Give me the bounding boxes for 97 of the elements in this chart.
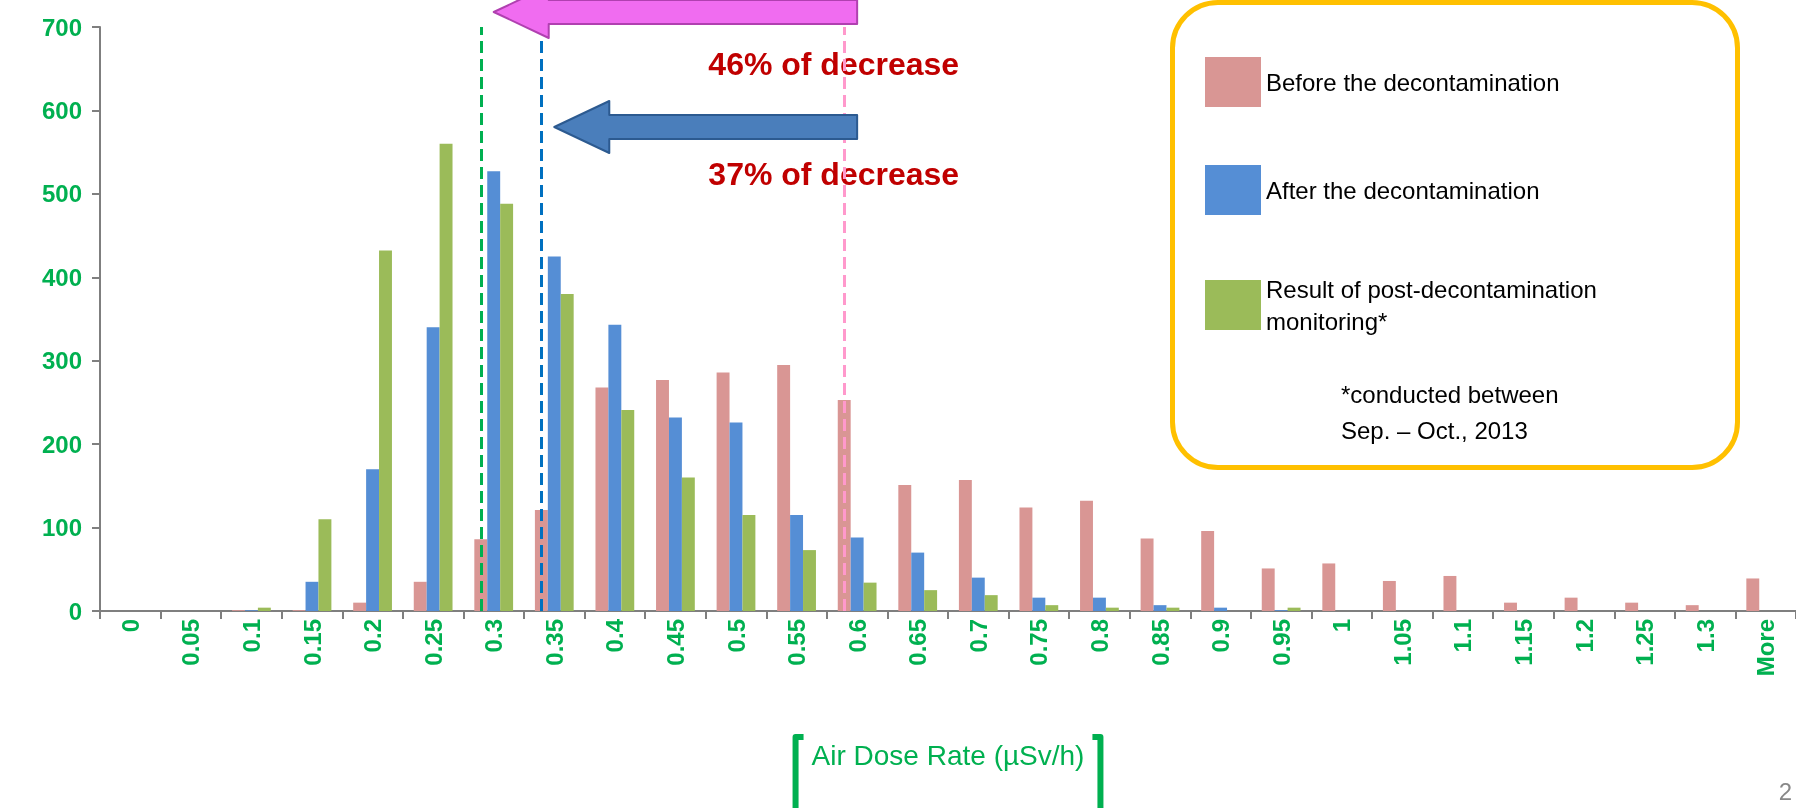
bar <box>487 171 501 611</box>
x-tick-label: 0.05 <box>177 619 205 666</box>
bar <box>958 480 972 611</box>
bar <box>1685 605 1699 611</box>
bar <box>1625 602 1639 611</box>
bar <box>560 293 574 611</box>
legend-label: Before the decontamination <box>1266 68 1560 96</box>
y-tick-label: 600 <box>41 96 82 124</box>
x-tick-label: 0.65 <box>904 619 932 666</box>
x-tick-label: 0.2 <box>359 619 387 653</box>
x-tick-label: 1.25 <box>1631 619 1659 666</box>
x-tick-label: 0.1 <box>237 619 265 653</box>
x-tick-label: 0.6 <box>843 619 871 653</box>
y-tick-label: 100 <box>41 514 82 542</box>
x-tick-label: 0.4 <box>601 618 629 653</box>
bar <box>863 582 877 611</box>
bar <box>790 515 804 611</box>
x-tick-label: 0.3 <box>480 619 508 653</box>
legend-label: Result of post-decontamination monitoring* <box>1266 275 1604 335</box>
bar <box>1166 607 1180 611</box>
y-tick-label: 500 <box>41 180 82 208</box>
x-tick-label: 0 <box>116 619 144 633</box>
bar <box>413 581 427 611</box>
bar <box>1080 500 1093 611</box>
y-tick-label: 300 <box>41 347 82 375</box>
bar <box>668 417 682 611</box>
bar <box>803 550 816 611</box>
bar <box>1214 607 1228 611</box>
bar <box>911 552 925 611</box>
bar <box>1140 538 1154 611</box>
bar <box>729 422 743 611</box>
bar <box>1201 530 1215 611</box>
bar <box>500 203 514 611</box>
x-tick-label: 0.45 <box>661 619 689 666</box>
bar <box>1322 563 1336 611</box>
bar <box>426 327 440 611</box>
legend-label: After the decontamination <box>1266 176 1540 204</box>
bar <box>595 387 609 611</box>
bar <box>1019 507 1033 611</box>
x-tick-label: More <box>1752 619 1780 677</box>
y-tick-label: 400 <box>41 263 82 291</box>
bar <box>379 250 392 611</box>
x-tick-label: 1.2 <box>1570 619 1598 653</box>
bar <box>742 515 756 611</box>
x-tick-label: 1 <box>1328 619 1356 633</box>
x-tick-label: 1.1 <box>1449 619 1477 653</box>
y-tick-label: 200 <box>41 430 82 458</box>
bar <box>547 256 561 611</box>
annotation: *conducted between Sep. – Oct., 2013 <box>1341 380 1560 446</box>
bar <box>439 143 453 611</box>
x-axis-title: Air Dose Rate (µSv/h) <box>811 739 1085 771</box>
bar <box>1032 597 1046 611</box>
bar <box>608 324 622 611</box>
bar <box>1382 580 1396 611</box>
bar <box>1287 607 1301 611</box>
bar <box>777 364 791 611</box>
bar <box>984 595 998 611</box>
x-tick-label: 0.9 <box>1207 619 1235 653</box>
x-tick-label: 1.3 <box>1691 619 1719 653</box>
bar <box>318 519 332 611</box>
x-tick-label: 0.7 <box>964 619 992 653</box>
bar <box>1564 597 1578 611</box>
bar <box>621 409 635 611</box>
annotation: 46% of decrease <box>708 46 960 82</box>
bar <box>1504 602 1517 611</box>
bar <box>681 477 695 611</box>
x-tick-label: 0.8 <box>1085 619 1113 653</box>
x-tick-label: 0.15 <box>298 619 326 666</box>
bar <box>1105 607 1119 611</box>
bar <box>1153 605 1167 611</box>
annotation: 37% of decrease <box>708 156 960 192</box>
x-tick-label: 0.35 <box>540 619 568 666</box>
bar <box>971 577 985 611</box>
bar <box>1261 568 1275 611</box>
bar <box>898 485 912 611</box>
bar <box>1045 605 1059 611</box>
bar <box>353 602 367 611</box>
bar <box>716 372 730 611</box>
bar <box>1092 597 1106 611</box>
bar <box>1443 575 1457 611</box>
text: 2 <box>1778 778 1792 806</box>
y-tick-label: 700 <box>41 13 82 41</box>
x-tick-label: 1.05 <box>1388 619 1416 666</box>
bar <box>924 590 938 611</box>
x-tick-label: 0.75 <box>1025 619 1053 666</box>
x-tick-label: 0.5 <box>722 619 750 653</box>
bar <box>257 607 271 611</box>
bar <box>305 581 319 611</box>
x-tick-label: 0.25 <box>419 619 447 666</box>
x-tick-label: 0.95 <box>1267 619 1295 666</box>
bar <box>850 537 864 611</box>
bar <box>366 469 380 611</box>
bar <box>656 379 669 611</box>
x-tick-label: 1.15 <box>1509 619 1537 666</box>
x-tick-label: 0.55 <box>783 619 811 666</box>
x-tick-label: 0.85 <box>1146 619 1174 666</box>
bar <box>1746 578 1760 611</box>
